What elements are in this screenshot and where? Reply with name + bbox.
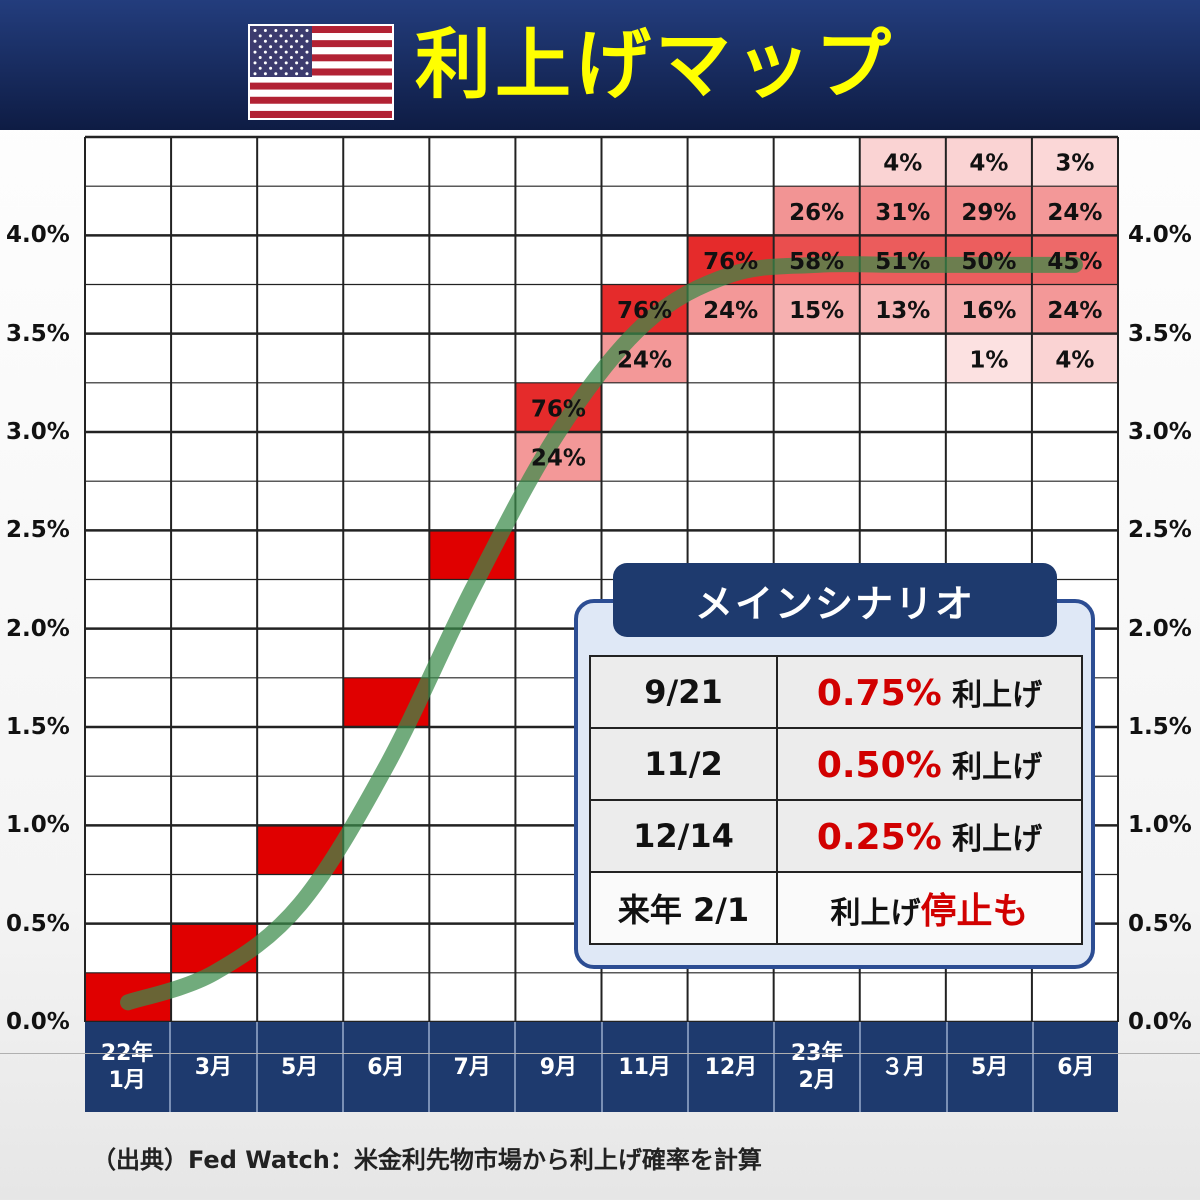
scenario-date: 12/14: [589, 799, 778, 873]
x-axis-bar: 22年 1月 3月 5月 6月 7月 9月 11月 12月 23年 2月 ３月 5月 6月: [85, 1022, 1118, 1112]
x-tick-label: 11月: [603, 1022, 689, 1112]
cell-probability-label: 24%: [703, 298, 758, 324]
x-tick-label: ３月: [861, 1022, 948, 1112]
cell-probability-label: 24%: [1047, 298, 1102, 324]
cell-probability-label: 76%: [703, 249, 758, 275]
y-tick-label-left: 3.5%: [6, 320, 70, 347]
cell-probability-label: 50%: [961, 249, 1016, 275]
source-note: （出典）Fed Watch：米金利先物市場から利上げ確率を計算: [92, 1146, 762, 1174]
y-tick-label-left: 4.0%: [6, 222, 70, 249]
header-banner: 利上げマップ: [0, 0, 1200, 130]
main-scenario-table: 9/21 0.75% 利上げ 11/2 0.50% 利上げ 12/14 0.25…: [589, 655, 1083, 945]
us-flag-icon: [248, 24, 394, 120]
y-tick-label-left: 2.0%: [6, 615, 70, 642]
cell-probability-label: 24%: [531, 446, 586, 472]
y-tick-label-right: 0.5%: [1128, 910, 1192, 937]
scenario-date: 9/21: [589, 655, 778, 729]
cell-probability-label: 58%: [789, 249, 844, 275]
scenario-action-label: 利上げ: [952, 750, 1043, 785]
heatmap-cell: [859, 186, 946, 236]
scenario-action-label: 利上げ: [952, 678, 1043, 713]
x-tick-label: 6月: [1057, 1054, 1095, 1080]
heatmap-cell: [945, 284, 1032, 334]
heatmap-cell: [773, 186, 860, 236]
cell-probability-label: 26%: [789, 200, 844, 226]
cell-probability-label: 76%: [531, 396, 586, 422]
y-tick-label-right: 2.0%: [1128, 615, 1192, 642]
scenario-row: 11/2 0.50% 利上げ: [589, 727, 1083, 801]
heatmap-cell: [773, 284, 860, 334]
scenario-date: 来年 2/1: [589, 871, 778, 945]
scenario-row: 来年 2/1 利上げ停止も: [589, 871, 1083, 945]
heatmap-cell: [945, 186, 1032, 236]
cell-probability-label: 51%: [875, 249, 930, 275]
scenario-date: 11/2: [589, 727, 778, 801]
x-tick-label: 5月: [258, 1022, 344, 1112]
scenario-rate: 0.50%: [816, 745, 942, 786]
heatmap-cell: [1031, 186, 1118, 236]
scenario-action: 利上げ停止も: [776, 871, 1083, 945]
scenario-action: 0.75% 利上げ: [776, 655, 1083, 729]
heatmap-cell: [1031, 284, 1118, 334]
y-tick-label-left: 3.0%: [6, 419, 70, 445]
heatmap-cell: [945, 137, 1032, 187]
y-tick-label-left: 1.5%: [6, 714, 70, 740]
scenario-action-label: 利上げ: [830, 896, 921, 931]
cell-probability-label: 1%: [969, 347, 1008, 373]
y-tick-label-right: 1.5%: [1128, 714, 1192, 740]
scenario-action-label: 利上げ: [952, 822, 1043, 857]
cell-probability-label: 24%: [617, 347, 672, 373]
x-tick-label: 6月: [344, 1022, 430, 1112]
heatmap-cell: [1031, 333, 1118, 383]
y-tick-label-right: 2.5%: [1128, 517, 1192, 544]
y-tick-label-left: 0.0%: [6, 1009, 70, 1035]
page-title: 利上げマップ: [415, 20, 895, 109]
y-tick-label-right: 0.0%: [1128, 1009, 1192, 1035]
y-tick-label-left: 1.0%: [6, 812, 70, 839]
cell-probability-label: 31%: [875, 200, 930, 226]
scenario-action: 0.25% 利上げ: [776, 799, 1083, 873]
x-tick-label: 12月: [689, 1022, 775, 1112]
heatmap-cell: [945, 333, 1032, 383]
cell-probability-label: 4%: [883, 151, 922, 177]
heatmap-cell: [859, 284, 946, 334]
cell-probability-label: 3%: [1055, 151, 1094, 177]
x-tick-label: 5月: [948, 1022, 1034, 1112]
cell-probability-label: 45%: [1047, 249, 1102, 275]
cell-probability-label: 76%: [617, 298, 672, 324]
cell-probability-label: 29%: [961, 200, 1016, 226]
scenario-rate: 0.25%: [816, 817, 942, 858]
scenario-rate: 0.75%: [816, 673, 942, 714]
y-tick-label-right: 4.0%: [1128, 222, 1192, 249]
x-tick-label: 7月: [430, 1022, 517, 1112]
scenario-emphasis: 停止も: [920, 891, 1029, 932]
x-tick-label: 3月: [171, 1022, 258, 1112]
main-scenario-title: メインシナリオ: [613, 563, 1057, 637]
y-tick-label-left: 2.5%: [6, 517, 70, 544]
heatmap-cell: [1031, 137, 1118, 187]
cell-probability-label: 13%: [875, 298, 930, 324]
x-tick-label: 9月: [516, 1022, 603, 1112]
y-tick-label-right: 3.0%: [1128, 419, 1192, 445]
y-tick-label-right: 3.5%: [1128, 320, 1192, 347]
scenario-action: 0.50% 利上げ: [776, 727, 1083, 801]
y-tick-label-right: 1.0%: [1128, 812, 1192, 839]
trend-curve: [120, 256, 1083, 1011]
cell-probability-label: 15%: [789, 298, 844, 324]
scenario-row: 9/21 0.75% 利上げ: [589, 655, 1083, 729]
cell-probability-label: 16%: [961, 298, 1016, 324]
scenario-row: 12/14 0.25% 利上げ: [589, 799, 1083, 873]
cell-probability-label: 4%: [1055, 347, 1094, 373]
cell-probability-label: 4%: [969, 151, 1008, 177]
x-tick-label: 22年 1月: [85, 1022, 172, 1112]
heatmap-cell: [859, 137, 946, 187]
cell-probability-label: 24%: [1047, 200, 1102, 226]
baseline-divider: [0, 1053, 1200, 1054]
y-tick-label-left: 0.5%: [6, 910, 70, 937]
x-tick-label: 23年 2月: [775, 1022, 862, 1112]
